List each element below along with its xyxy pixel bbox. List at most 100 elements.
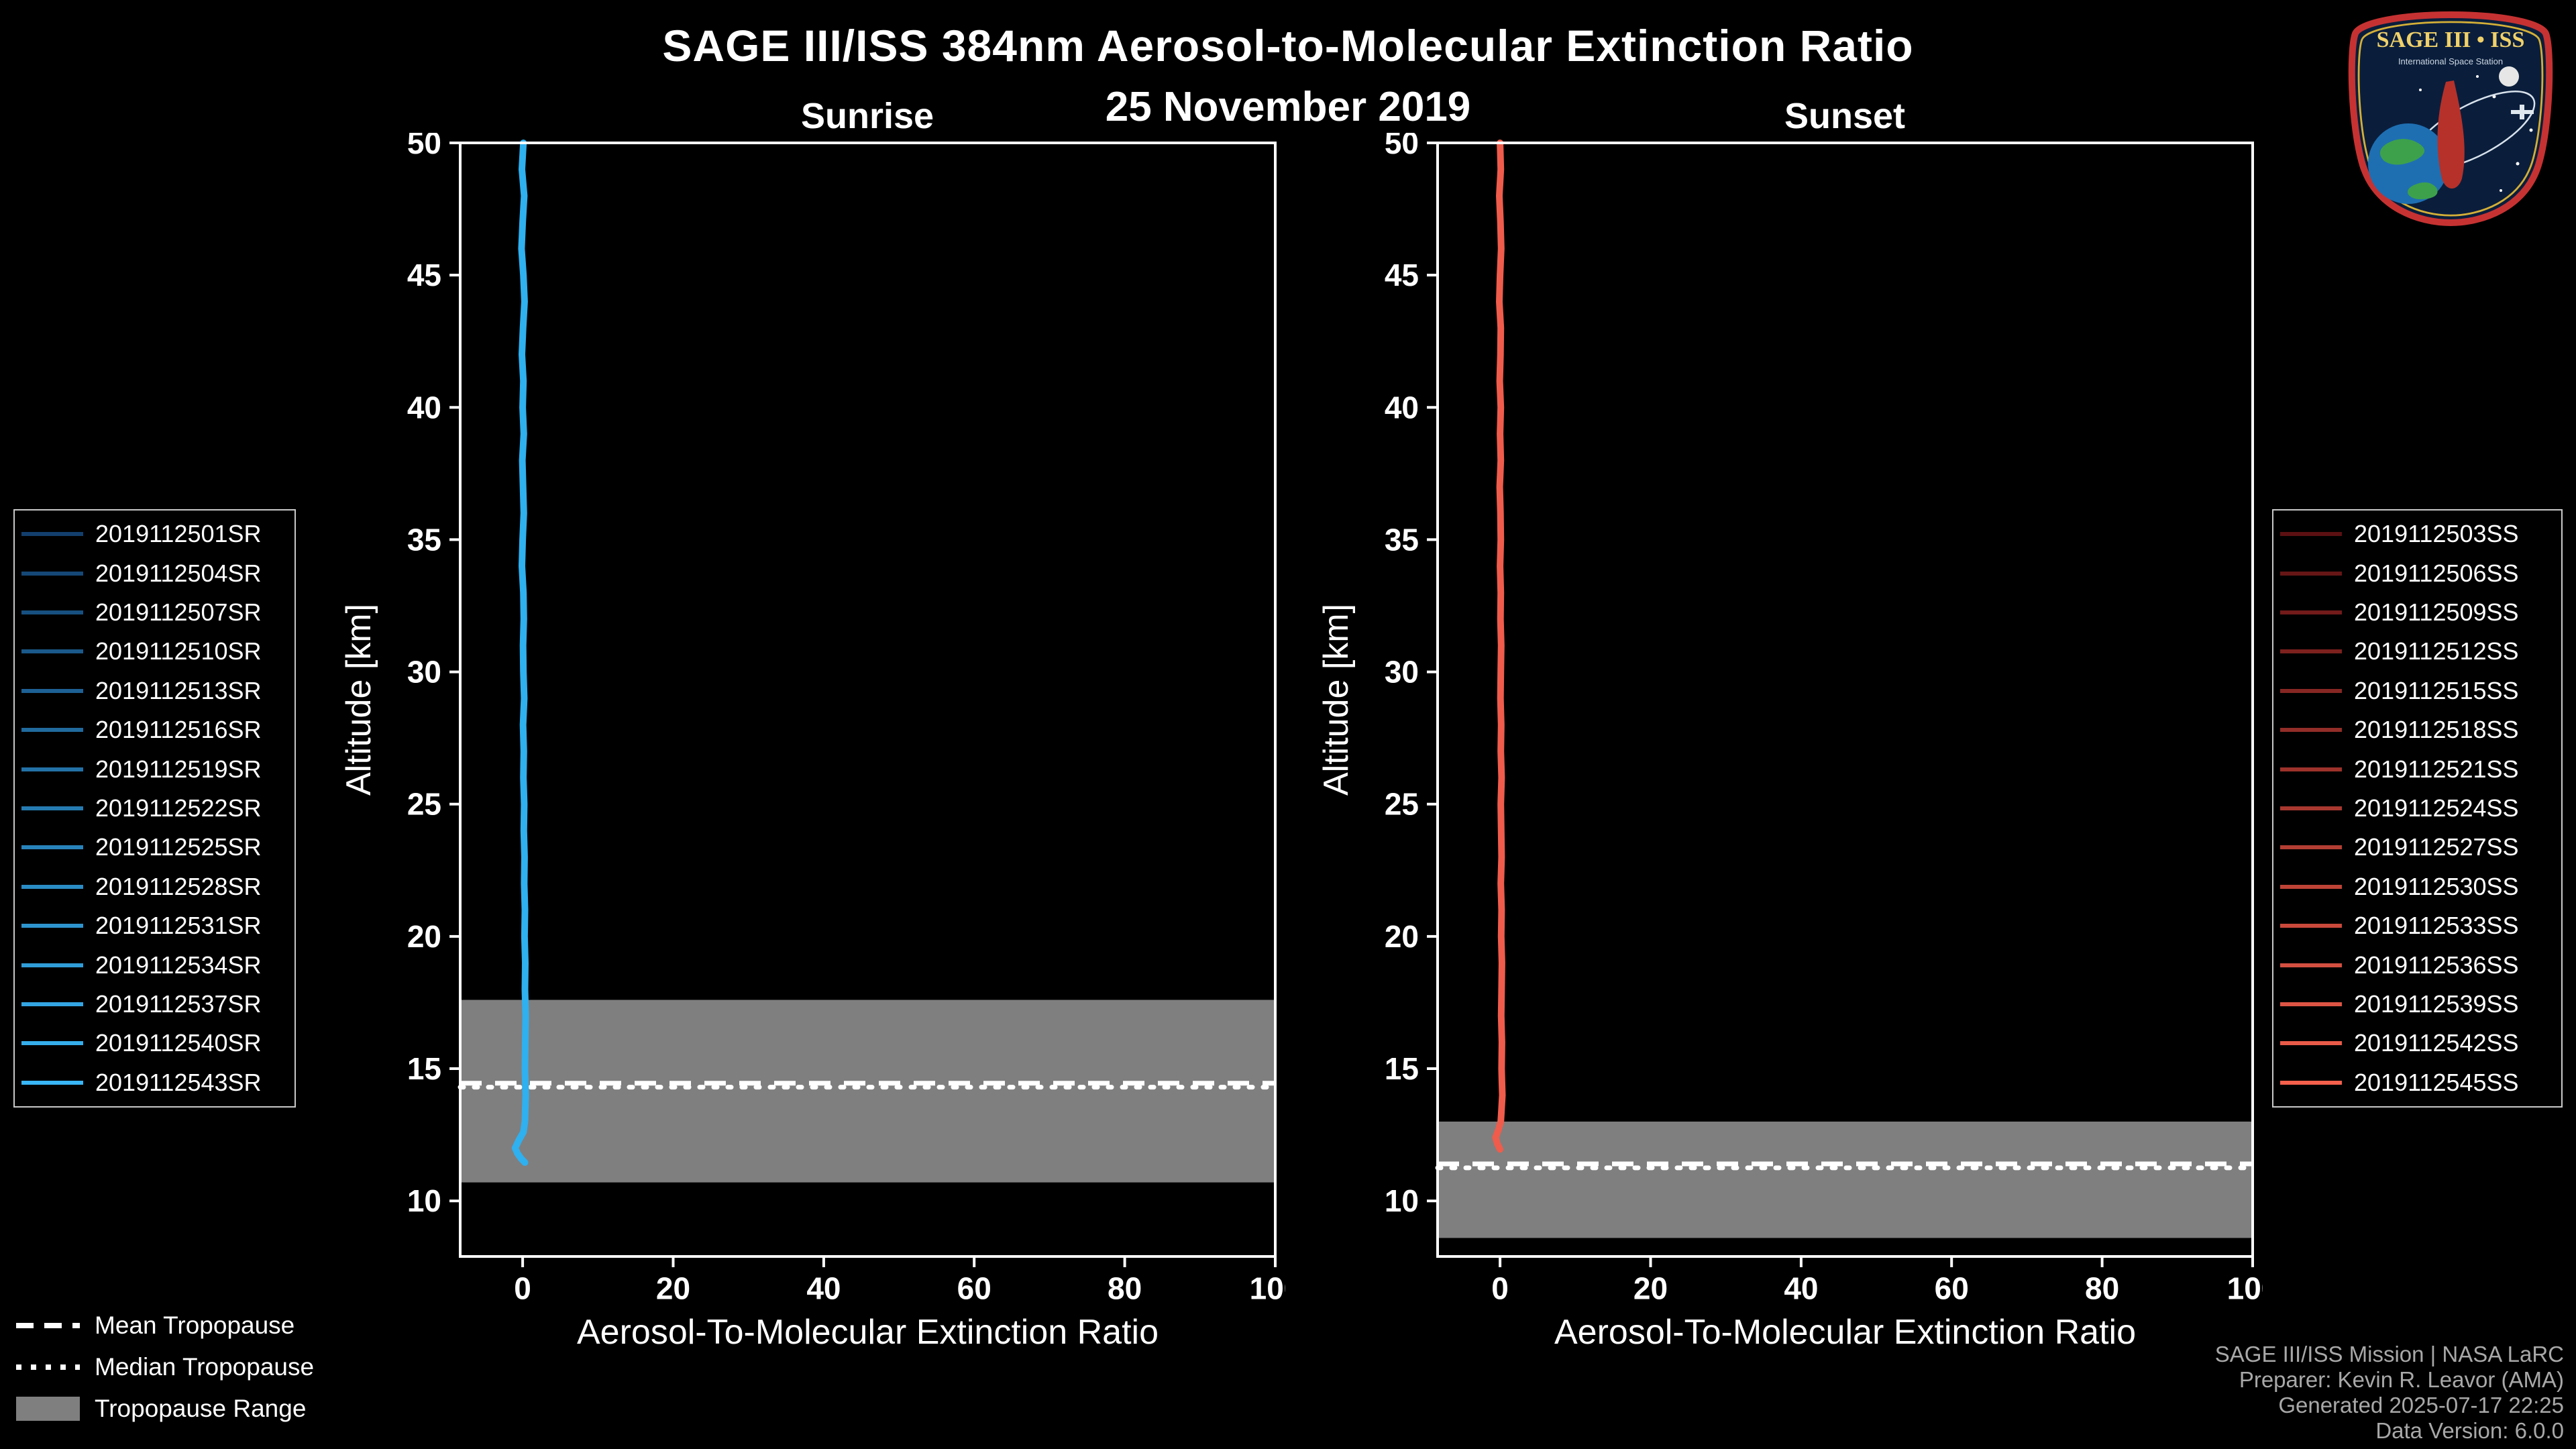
- legend-entry-label: 2019112527SS: [2354, 833, 2519, 861]
- legend-entry: 2019112530SS: [2280, 867, 2555, 906]
- legend-entry-label: 2019112542SS: [2354, 1029, 2519, 1057]
- extinction-profile-line: [511, 140, 529, 1166]
- median-tropopause-dotted-line-sample: [16, 1364, 80, 1370]
- legend-entry-line-sample: [21, 1080, 83, 1085]
- plot-area: [1438, 143, 2253, 1256]
- y-tick-label: 40: [1385, 390, 1419, 425]
- legend-entry-line-sample: [21, 1041, 83, 1046]
- legend-entry: 2019112528SR: [21, 867, 288, 906]
- legend-entry-label: 2019112516SR: [95, 716, 262, 744]
- legend-entry-label: 2019112530SS: [2354, 872, 2519, 900]
- legend-entry-line-sample: [2280, 532, 2342, 537]
- legend-entry: 2019112515SS: [2280, 672, 2555, 710]
- y-tick-label: 30: [407, 655, 441, 690]
- legend-entry: 2019112509SS: [2280, 593, 2555, 632]
- legend-entry: 2019112519SR: [21, 749, 288, 788]
- legend-entry-line-sample: [2280, 806, 2342, 811]
- sunset-event-legend: 2019112503SS 2019112506SS 2019112509SS 2019…: [2272, 509, 2563, 1108]
- footer-credits: SAGE III/ISS Mission | NASA LaRC Prepare…: [2215, 1342, 2564, 1444]
- y-axis-label: Altitude [km]: [339, 604, 378, 796]
- legend-entry: 2019112534SR: [21, 945, 288, 984]
- legend-entry-line-sample: [21, 963, 83, 967]
- legend-entry: 2019112512SS: [2280, 632, 2555, 671]
- legend-entry: 2019112542SS: [2280, 1024, 2555, 1063]
- y-tick-label: 10: [1385, 1183, 1419, 1218]
- legend-entry-line-sample: [2280, 688, 2342, 693]
- legend-entry-line-sample: [2280, 884, 2342, 889]
- legend-entry: 2019112540SR: [21, 1024, 288, 1063]
- legend-entry-line-sample: [21, 924, 83, 928]
- legend-entry-line-sample: [21, 728, 83, 733]
- legend-entry: 2019112543SR: [21, 1063, 288, 1102]
- legend-entry: 2019112510SR: [21, 632, 288, 671]
- legend-entry-line-sample: [2280, 963, 2342, 967]
- y-tick-label: 20: [1385, 919, 1419, 954]
- legend-entry-line-sample: [2280, 610, 2342, 615]
- legend-entry-line-sample: [21, 884, 83, 889]
- legend-entry-label: 2019112528SR: [95, 872, 262, 900]
- legend-entry-label: 2019112501SR: [95, 520, 262, 548]
- y-tick-label: 15: [1385, 1051, 1419, 1086]
- legend-entry-line-sample: [21, 532, 83, 537]
- legend-entry-line-sample: [2280, 845, 2342, 850]
- legend-entry-label: 2019112512SS: [2354, 637, 2519, 665]
- legend-entry-label: 2019112525SR: [95, 833, 262, 861]
- mean-tropopause-label: Mean Tropopause: [95, 1311, 295, 1339]
- legend-entry: 2019112504SR: [21, 553, 288, 592]
- y-tick-label: 40: [407, 390, 441, 425]
- tropopause-range-patch-sample: [16, 1397, 80, 1421]
- legend-entry-label: 2019112545SS: [2354, 1068, 2519, 1096]
- preparer-credit: Preparer: Kevin R. Leavor (AMA): [2239, 1367, 2564, 1392]
- y-tick-label: 35: [407, 522, 441, 557]
- legend-entry: 2019112516SR: [21, 710, 288, 749]
- sage-iii-iss-logo: SAGE III • ISS International Space Stati…: [2340, 9, 2561, 231]
- legend-entry-label: 2019112506SS: [2354, 559, 2519, 587]
- x-tick-label: 60: [1935, 1271, 1969, 1306]
- x-tick-label: 80: [1108, 1271, 1142, 1306]
- legend-entry: 2019112524SS: [2280, 789, 2555, 828]
- x-axis-label: Aerosol-To-Molecular Extinction Ratio: [1554, 1313, 2136, 1352]
- legend-entry: 2019112525SR: [21, 828, 288, 867]
- legend-entry: 2019112522SR: [21, 789, 288, 828]
- y-tick-label: 20: [407, 919, 441, 954]
- legend-entry-line-sample: [2280, 1041, 2342, 1046]
- legend-entry-line-sample: [21, 1002, 83, 1007]
- mission-credit: SAGE III/ISS Mission | NASA LaRC: [2214, 1342, 2564, 1366]
- logo-stars: [2419, 75, 2533, 192]
- legend-entry-line-sample: [21, 806, 83, 811]
- legend-entry-line-sample: [2280, 1080, 2342, 1085]
- date-title: 25 November 2019: [1105, 84, 1471, 130]
- y-tick-label: 45: [407, 258, 441, 292]
- legend-entry: 2019112545SS: [2280, 1063, 2555, 1102]
- logo-figure: [2437, 80, 2465, 189]
- legend-entry-label: 2019112515SS: [2354, 676, 2519, 704]
- legend-entry-line-sample: [2280, 1002, 2342, 1007]
- x-tick-label: 20: [656, 1271, 690, 1306]
- logo-earth-land: [2379, 139, 2438, 200]
- logo-subtitle: International Space Station: [2398, 56, 2503, 66]
- legend-entry-line-sample: [21, 649, 83, 654]
- legend-entry-label: 2019112504SR: [95, 559, 262, 587]
- tropopause-range-legend-item: Tropopause Range: [16, 1393, 314, 1425]
- legend-entry-label: 2019112521SS: [2354, 755, 2519, 783]
- legend-entry: 2019112521SS: [2280, 749, 2555, 788]
- sunset-panel-title: Sunset: [1784, 96, 1906, 136]
- x-tick-label: 0: [514, 1271, 531, 1306]
- page-title: SAGE III/ISS 384nm Aerosol-to-Molecular …: [662, 21, 1914, 70]
- legend-entry: 2019112539SS: [2280, 985, 2555, 1024]
- tropopause-range-band: [1438, 1121, 2253, 1238]
- logo-title: SAGE III • ISS: [2377, 28, 2525, 52]
- plot-border: [459, 142, 1277, 1258]
- tropopause-legend: Mean Tropopause Median Tropopause Tropop…: [16, 1309, 314, 1425]
- legend-entry-label: 2019112509SS: [2354, 598, 2519, 627]
- legend-entry-label: 2019112540SR: [95, 1029, 262, 1057]
- legend-entry-line-sample: [21, 845, 83, 850]
- legend-entry-label: 2019112522SR: [95, 794, 262, 822]
- y-tick-label: 25: [407, 787, 441, 822]
- tropopause-range-label: Tropopause Range: [95, 1395, 307, 1422]
- logo-iss: [2511, 105, 2534, 119]
- generated-timestamp: Generated 2025-07-17 22:25: [2278, 1393, 2564, 1417]
- legend-entry: 2019112537SR: [21, 985, 288, 1024]
- x-tick-label: 40: [806, 1271, 841, 1306]
